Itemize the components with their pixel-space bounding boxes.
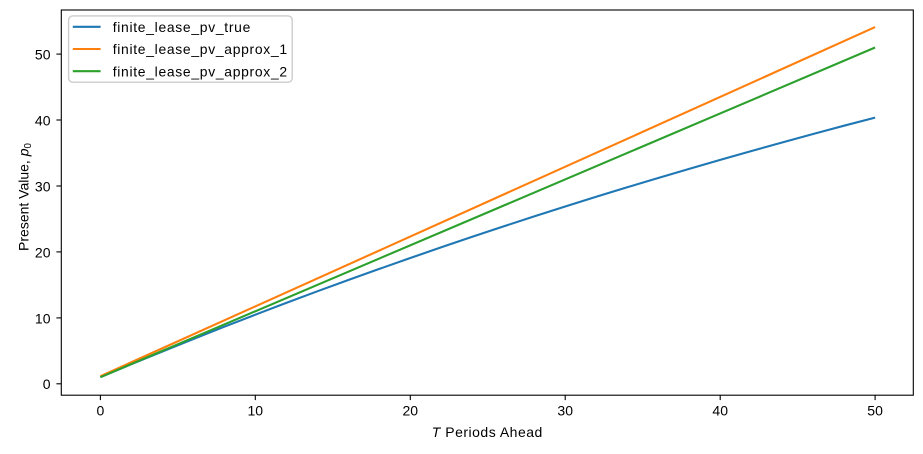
svg-text:finite_lease_pv_approx_1: finite_lease_pv_approx_1: [113, 41, 288, 57]
svg-text:finite_lease_pv_approx_2: finite_lease_pv_approx_2: [113, 63, 288, 79]
svg-text:0: 0: [97, 403, 105, 419]
svg-text:40: 40: [712, 403, 728, 419]
svg-text:30: 30: [557, 403, 573, 419]
svg-text:40: 40: [35, 112, 51, 128]
svg-text:10: 10: [248, 403, 264, 419]
svg-text:50: 50: [867, 403, 883, 419]
svg-text:20: 20: [403, 403, 419, 419]
svg-text:T Periods Ahead: T Periods Ahead: [432, 424, 543, 440]
svg-text:50: 50: [35, 47, 51, 63]
svg-text:20: 20: [35, 244, 51, 260]
svg-text:0: 0: [43, 376, 51, 392]
svg-text:finite_lease_pv_true: finite_lease_pv_true: [113, 19, 251, 35]
svg-text:10: 10: [35, 310, 51, 326]
svg-text:Present Value, p0: Present Value, p0: [16, 142, 35, 250]
svg-text:30: 30: [35, 178, 51, 194]
